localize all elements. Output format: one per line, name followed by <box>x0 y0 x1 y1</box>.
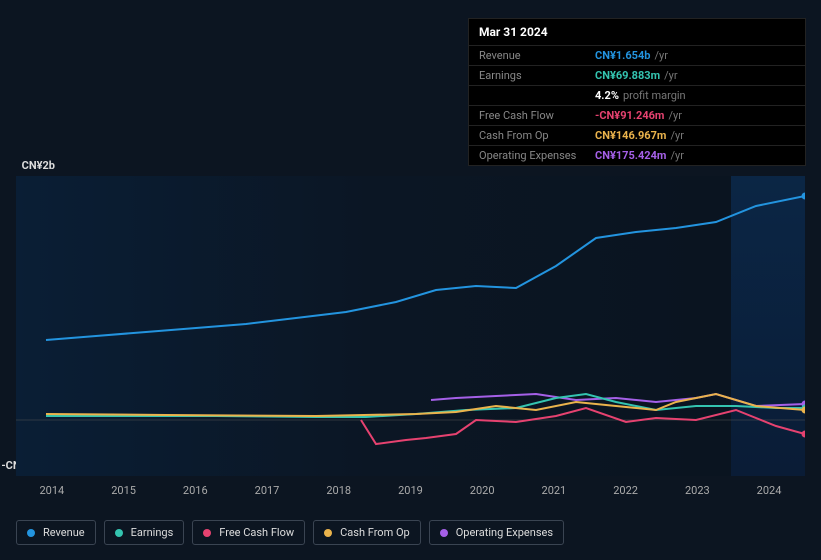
tooltip-row-suffix: /yr <box>670 149 683 162</box>
legend-label: Operating Expenses <box>456 526 553 539</box>
tooltip-row-label: Operating Expenses <box>479 149 595 162</box>
y-axis-label: CN¥2b <box>0 159 55 172</box>
tooltip-row-value: CN¥1.654b <box>595 49 650 62</box>
x-axis-label: 2021 <box>542 484 567 497</box>
tooltip-date: Mar 31 2024 <box>469 19 805 46</box>
tooltip-row-suffix: /yr <box>654 49 667 62</box>
plot-background-left <box>16 176 731 476</box>
tooltip-row-label: Revenue <box>479 49 595 62</box>
x-axis-label: 2018 <box>326 484 351 497</box>
legend-dot-icon <box>440 529 448 537</box>
x-axis-label: 2014 <box>39 484 64 497</box>
tooltip-row-label: Earnings <box>479 69 595 82</box>
legend-item-earnings[interactable]: Earnings <box>104 520 185 545</box>
tooltip-row-value: -CN¥91.246m <box>595 109 664 122</box>
legend-item-revenue[interactable]: Revenue <box>16 520 96 545</box>
tooltip-row: EarningsCN¥69.883m/yr <box>469 66 805 86</box>
tooltip-row: RevenueCN¥1.654b/yr <box>469 46 805 66</box>
x-axis-label: 2024 <box>757 484 782 497</box>
tooltip-row: Operating ExpensesCN¥175.424m/yr <box>469 146 805 165</box>
tooltip-row-suffix: profit margin <box>623 89 686 102</box>
legend-item-free-cash-flow[interactable]: Free Cash Flow <box>192 520 305 545</box>
tooltip-row-suffix: /yr <box>668 109 681 122</box>
legend-dot-icon <box>115 529 123 537</box>
x-axis-label: 2022 <box>613 484 638 497</box>
tooltip-row-value: CN¥146.967m <box>595 129 666 142</box>
tooltip-row-suffix: /yr <box>664 69 677 82</box>
legend-dot-icon <box>27 529 35 537</box>
legend-label: Earnings <box>131 526 174 539</box>
tooltip-row: 4.2% profit margin <box>469 86 805 106</box>
tooltip-row-value: CN¥69.883m <box>595 69 660 82</box>
x-axis-label: 2023 <box>685 484 710 497</box>
tooltip-row: Cash From OpCN¥146.967m/yr <box>469 126 805 146</box>
tooltip-row-label: Free Cash Flow <box>479 109 595 122</box>
legend: Revenue Earnings Free Cash Flow Cash From O… <box>16 520 564 545</box>
legend-label: Free Cash Flow <box>219 526 294 539</box>
tooltip-rows: RevenueCN¥1.654b/yrEarningsCN¥69.883m/yr… <box>469 46 805 165</box>
x-axis-label: 2016 <box>183 484 208 497</box>
x-axis-label: 2019 <box>398 484 423 497</box>
chart-svg <box>16 176 805 476</box>
tooltip-row-label: Cash From Op <box>479 129 595 142</box>
chart-tooltip: Mar 31 2024 RevenueCN¥1.654b/yrEarningsC… <box>468 18 806 166</box>
tooltip-row-suffix: /yr <box>670 129 683 142</box>
legend-label: Revenue <box>43 526 85 539</box>
x-axis-label: 2015 <box>111 484 136 497</box>
tooltip-row-value: 4.2% <box>595 89 619 102</box>
legend-item-operating-expenses[interactable]: Operating Expenses <box>429 520 564 545</box>
x-axis-labels: 2014 2015 2016 2017 2018 2019 2020 2021 2022 2023… <box>16 484 805 497</box>
legend-label: Cash From Op <box>340 526 410 539</box>
tooltip-row: Free Cash Flow-CN¥91.246m/yr <box>469 106 805 126</box>
legend-dot-icon <box>324 529 332 537</box>
tooltip-row-value: CN¥175.424m <box>595 149 666 162</box>
x-axis-label: 2020 <box>470 484 495 497</box>
legend-item-cash-from-op[interactable]: Cash From Op <box>313 520 421 545</box>
x-axis-label: 2017 <box>255 484 280 497</box>
legend-dot-icon <box>203 529 211 537</box>
